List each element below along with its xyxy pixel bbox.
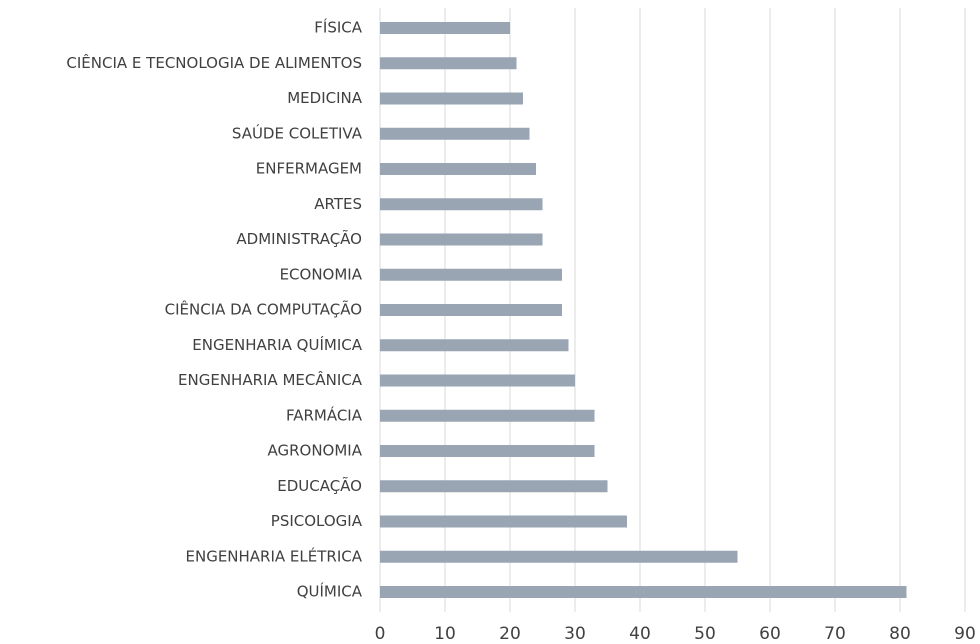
bar [380, 163, 536, 175]
y-tick-label: ARTES [314, 195, 362, 213]
y-tick-label: EDUCAÇÃO [277, 476, 362, 495]
y-tick-label: ENGENHARIA ELÉTRICA [186, 546, 363, 565]
y-tick-label: ADMINISTRAÇÃO [236, 229, 362, 248]
x-tick-label: 30 [564, 624, 586, 644]
x-tick-label: 90 [954, 624, 976, 644]
bar [380, 409, 595, 422]
bar [380, 586, 907, 598]
y-tick-label: AGRONOMIA [267, 442, 362, 460]
y-tick-label: SAÚDE COLETIVA [232, 123, 363, 142]
x-tick-label: 0 [375, 624, 386, 644]
y-tick-label: ECONOMIA [280, 265, 363, 283]
bar [380, 480, 608, 493]
y-tick-label: PSICOLOGIA [271, 512, 363, 530]
y-tick-label: CIÊNCIA DA COMPUTAÇÃO [165, 300, 362, 319]
x-tick-label: 80 [889, 624, 911, 644]
bar [380, 57, 517, 70]
bar [380, 268, 562, 281]
y-tick-label: MEDICINA [287, 89, 363, 107]
bar [380, 233, 543, 246]
bar [380, 550, 738, 563]
y-tick-label: QUÍMICA [297, 582, 363, 601]
x-tick-label: 50 [694, 624, 716, 644]
x-tick-label: 70 [824, 624, 846, 644]
bar [380, 127, 530, 140]
bar [380, 22, 510, 34]
x-tick-label: 40 [629, 624, 651, 644]
bar [380, 92, 523, 105]
bar [380, 304, 562, 316]
bar [380, 198, 543, 211]
y-tick-label: CIÊNCIA E TECNOLOGIA DE ALIMENTOS [66, 53, 362, 72]
x-tick-label: 60 [759, 624, 781, 644]
bar [380, 339, 569, 352]
y-tick-label: FARMÁCIA [286, 405, 363, 424]
x-tick-label: 10 [434, 624, 456, 644]
y-tick-label: ENGENHARIA QUÍMICA [192, 335, 362, 354]
bar [380, 374, 575, 387]
y-tick-label: ENGENHARIA MECÂNICA [178, 370, 363, 389]
y-tick-label: ENFERMAGEM [256, 160, 362, 178]
y-tick-label: FÍSICA [314, 18, 362, 37]
bar [380, 445, 595, 457]
x-tick-label: 20 [499, 624, 521, 644]
bar [380, 515, 627, 528]
